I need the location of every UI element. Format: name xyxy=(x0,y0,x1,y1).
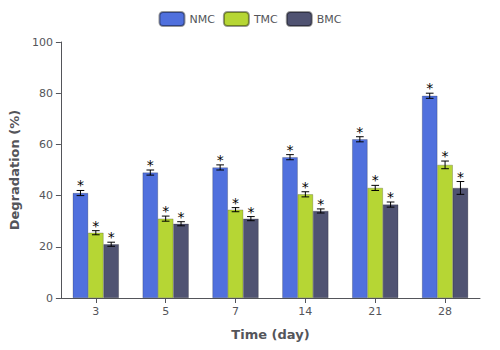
svg-text:*: * xyxy=(457,169,464,185)
svg-text:*: * xyxy=(77,177,84,193)
svg-text:5: 5 xyxy=(162,305,169,318)
svg-text:*: * xyxy=(232,195,239,211)
svg-text:*: * xyxy=(217,152,224,168)
svg-text:*: * xyxy=(247,204,254,220)
svg-text:TMC: TMC xyxy=(253,13,278,26)
svg-text:20: 20 xyxy=(39,240,53,253)
svg-text:3: 3 xyxy=(92,305,99,318)
svg-text:*: * xyxy=(92,218,99,234)
svg-text:*: * xyxy=(356,124,363,140)
svg-text:*: * xyxy=(178,209,185,225)
svg-text:Time (day): Time (day) xyxy=(231,327,309,342)
svg-text:100: 100 xyxy=(32,36,53,49)
svg-text:Degradation (%): Degradation (%) xyxy=(7,110,22,230)
svg-text:*: * xyxy=(372,172,379,188)
svg-text:*: * xyxy=(426,80,433,96)
svg-text:*: * xyxy=(387,189,394,205)
svg-text:7: 7 xyxy=(232,305,239,318)
svg-text:NMC: NMC xyxy=(189,13,215,26)
svg-text:28: 28 xyxy=(438,305,452,318)
svg-text:80: 80 xyxy=(39,87,53,100)
svg-text:*: * xyxy=(108,229,115,245)
svg-text:*: * xyxy=(287,142,294,158)
svg-text:*: * xyxy=(442,148,449,164)
svg-text:*: * xyxy=(302,179,309,195)
svg-text:21: 21 xyxy=(368,305,382,318)
svg-text:60: 60 xyxy=(39,138,53,151)
svg-text:*: * xyxy=(317,196,324,212)
svg-text:*: * xyxy=(162,203,169,219)
svg-text:40: 40 xyxy=(39,189,53,202)
svg-text:BMC: BMC xyxy=(317,13,342,26)
svg-text:*: * xyxy=(147,157,154,173)
svg-text:0: 0 xyxy=(46,292,53,305)
svg-text:14: 14 xyxy=(298,305,312,318)
